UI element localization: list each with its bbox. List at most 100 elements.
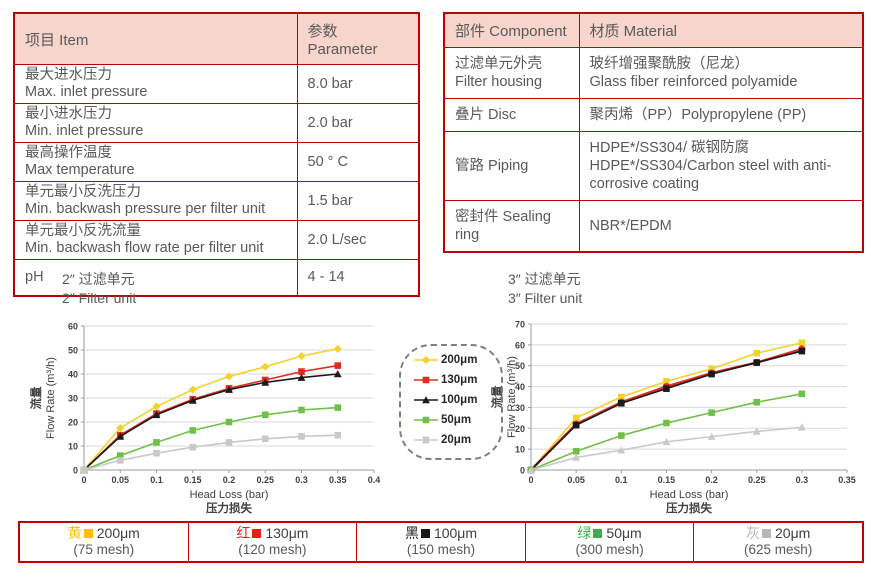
material-header-component: 部件 Component xyxy=(443,12,580,48)
table-row: 单元最小反洗流量 Min. backwash flow rate per filt… xyxy=(13,220,420,260)
chart-title-3in: 3″ 过滤单元 3″ Filter unit xyxy=(508,270,582,308)
svg-text:0.3: 0.3 xyxy=(796,475,809,485)
chart-title-3in-cn: 3″ 过滤单元 xyxy=(508,271,581,287)
legend-item-50um: 50μm xyxy=(413,410,501,430)
svg-text:60: 60 xyxy=(515,340,525,350)
table-row: 管路 Piping HDPE*/SS304/ 碳钢防腐 HDPE*/SS304/C… xyxy=(443,131,864,201)
legend-marker-130um-icon xyxy=(414,376,438,384)
parameter-value: 50 ° C xyxy=(296,142,420,182)
chart-title-2in-cn: 2″ 过滤单元 xyxy=(62,271,135,287)
svg-text:0.35: 0.35 xyxy=(329,475,347,485)
svg-text:0.35: 0.35 xyxy=(838,475,856,485)
legend-label: 100μm xyxy=(441,394,478,406)
component-label-cn: 密封件 Sealing ring xyxy=(443,200,580,253)
svg-text:0.1: 0.1 xyxy=(615,475,628,485)
svg-text:0.3: 0.3 xyxy=(295,475,308,485)
svg-text:Head Loss (bar): Head Loss (bar) xyxy=(650,489,729,501)
item-label-en: Min. inlet pressure xyxy=(25,123,144,139)
table-row: 最高操作温度 Max temperature 50 ° C xyxy=(13,142,420,182)
table-row: 单元最小反洗压力 Min. backwash pressure per filte… xyxy=(13,181,420,221)
svg-text:0.4: 0.4 xyxy=(368,475,381,485)
svg-text:40: 40 xyxy=(68,370,78,380)
material-table-header-row: 部件 Component 材质 Material xyxy=(443,12,864,48)
legend-marker-100um-icon xyxy=(414,396,438,404)
svg-text:0.1: 0.1 xyxy=(150,475,163,485)
mesh-size-label: 20μm xyxy=(775,525,811,541)
legend-marker-50um-icon xyxy=(414,416,438,424)
svg-text:50: 50 xyxy=(515,361,525,371)
component-label-en: Filter housing xyxy=(455,74,543,90)
svg-text:0.2: 0.2 xyxy=(705,475,718,485)
component-label-cn: 管路 Piping xyxy=(443,131,580,201)
chart-legend-box: 200μm 130μm 100μm 50μm 20μm xyxy=(399,344,503,460)
mesh-size-label: 50μm xyxy=(606,525,642,541)
material-value-en: HDPE*/SS304/Carbon steel with anti-corro… xyxy=(589,158,832,192)
svg-text:Flow Rate (m³/h): Flow Rate (m³/h) xyxy=(45,357,57,439)
parameter-value: 2.0 L/sec xyxy=(296,220,420,260)
svg-text:30: 30 xyxy=(515,403,525,413)
svg-text:0.25: 0.25 xyxy=(748,475,766,485)
mesh-count-label: (120 mesh) xyxy=(238,542,307,557)
item-label-cn: 最小进水压力 xyxy=(25,106,112,122)
mesh-legend-item-20um: 灰 20μm (625 mesh) xyxy=(693,523,862,561)
color-square-icon xyxy=(83,529,93,538)
spec-table-header-row: 项目 Item 参数 Parameter xyxy=(13,12,420,65)
table-row: 过滤单元外壳 Filter housing 玻纤增强聚酰胺（尼龙） Glass fi… xyxy=(443,47,864,99)
material-value-cn: 聚丙烯（PP）Polypropylene (PP) xyxy=(578,98,864,132)
svg-text:0.05: 0.05 xyxy=(567,475,585,485)
color-square-icon xyxy=(762,529,772,538)
chart-title-2in: 2″ 过滤单元 2″ Filter unit xyxy=(62,270,136,308)
color-char: 黄 xyxy=(67,525,82,541)
svg-text:40: 40 xyxy=(515,382,525,392)
mesh-size-label: 200μm xyxy=(96,525,140,541)
mesh-count-label: (300 mesh) xyxy=(575,542,644,557)
component-label-cn: 过滤单元外壳 xyxy=(455,56,542,72)
legend-label: 130μm xyxy=(441,374,478,386)
material-header-material: 材质 Material xyxy=(578,12,864,48)
item-label-cn: 最高操作温度 xyxy=(25,145,112,161)
table-row: 最大进水压力 Max. inlet pressure 8.0 bar xyxy=(13,64,420,104)
color-char: 灰 xyxy=(746,525,761,541)
spec-table: 项目 Item 参数 Parameter 最大进水压力 Max. inlet pr… xyxy=(13,12,420,297)
color-square-icon xyxy=(593,529,603,538)
mesh-size-label: 130μm xyxy=(265,525,309,541)
svg-text:0: 0 xyxy=(81,475,86,485)
item-label-en: Min. backwash flow rate per filter unit xyxy=(25,240,264,256)
svg-text:压力损失: 压力损失 xyxy=(206,501,252,515)
parameter-value: 8.0 bar xyxy=(296,64,420,104)
svg-text:Flow Rate (m³/h): Flow Rate (m³/h) xyxy=(506,356,518,438)
item-label-en: Max. inlet pressure xyxy=(25,84,148,100)
table-row: 密封件 Sealing ring NBR*/EPDM xyxy=(443,200,864,253)
parameter-value: 2.0 bar xyxy=(296,103,420,143)
flow-rate-chart-3in: 0 0.05 0.1 0.15 0.2 0.25 0.3 0.35 0 10 20 30 40 50 60 7… xyxy=(490,320,856,516)
svg-text:10: 10 xyxy=(515,445,525,455)
table-row: pH 4 - 14 xyxy=(13,259,420,297)
mesh-count-label: (75 mesh) xyxy=(73,542,135,557)
color-square-icon xyxy=(420,529,430,538)
material-value-en: Glass fiber reinforced polyamide xyxy=(589,74,798,90)
svg-text:20: 20 xyxy=(68,418,78,428)
svg-text:20: 20 xyxy=(515,424,525,434)
svg-text:30: 30 xyxy=(68,394,78,404)
svg-text:流量: 流量 xyxy=(29,386,43,409)
chart-title-2in-en: 2″ Filter unit xyxy=(62,289,137,306)
item-label-cn: 单元最小反洗压力 xyxy=(25,184,141,200)
svg-text:70: 70 xyxy=(515,320,525,330)
mesh-legend-bar: 黄 200μm (75 mesh) 红 130μm (120 mesh) 黑 100μ… xyxy=(18,521,864,563)
mesh-count-label: (150 mesh) xyxy=(406,542,476,557)
svg-text:0.15: 0.15 xyxy=(658,475,676,485)
item-label-en: Min. backwash pressure per filter unit xyxy=(25,201,266,217)
legend-item-200um: 200μm xyxy=(413,350,501,370)
legend-item-100um: 100μm xyxy=(413,390,501,410)
item-label-cn: pH xyxy=(13,259,298,297)
color-square-icon xyxy=(252,529,262,538)
spec-header-parameter: 参数 Parameter xyxy=(296,12,420,65)
legend-label: 200μm xyxy=(441,354,478,366)
chart-title-3in-en: 3″ Filter unit xyxy=(508,289,583,306)
mesh-legend-item-200um: 黄 200μm (75 mesh) xyxy=(20,523,188,561)
spec-header-item: 项目 Item xyxy=(13,12,298,65)
mesh-legend-item-100um: 黑 100μm (150 mesh) xyxy=(356,523,525,561)
material-value-cn: HDPE*/SS304/ 碳钢防腐 xyxy=(589,140,750,156)
item-label-en: Max temperature xyxy=(25,162,135,178)
